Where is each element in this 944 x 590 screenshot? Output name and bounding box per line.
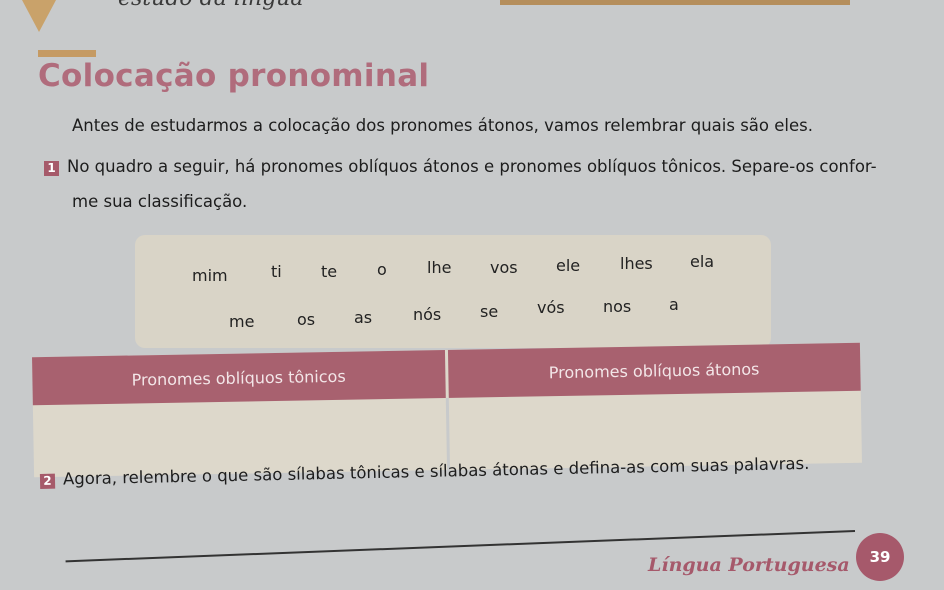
exercise-number: 1 <box>44 161 59 176</box>
subject-name: Língua Portuguesa <box>648 554 850 576</box>
exercise-text-cont: me sua classificação. <box>72 192 248 211</box>
word: o <box>377 260 387 279</box>
exercise-1: 1 No quadro a seguir, há pronomes oblíquo… <box>44 157 877 176</box>
word: as <box>354 308 373 327</box>
word: lhe <box>427 258 452 277</box>
word: te <box>321 262 338 281</box>
exercise-number: 2 <box>39 473 56 489</box>
word: ele <box>556 256 581 275</box>
header-rule <box>500 0 850 5</box>
word: os <box>297 310 316 329</box>
page-number: 39 <box>856 533 904 581</box>
page-title: Colocação pronominal <box>38 58 430 94</box>
header-tonicos: Pronomes oblíquos tônicos <box>131 366 346 389</box>
word: se <box>480 302 499 321</box>
word-box <box>135 235 771 348</box>
word: ti <box>271 262 282 281</box>
word: nós <box>413 305 442 324</box>
word: a <box>669 295 679 314</box>
word: vos <box>490 258 518 277</box>
header-atonos: Pronomes oblíquos átonos <box>444 342 861 399</box>
word: ela <box>690 252 715 271</box>
word: nos <box>603 297 632 316</box>
word: me <box>229 312 255 331</box>
word: lhes <box>620 254 653 273</box>
pencil-icon <box>22 0 56 32</box>
exercise-text: No quadro a seguir, há pronomes oblíquos… <box>67 157 877 176</box>
intro-text: Antes de estudarmos a colocação dos pron… <box>72 116 813 135</box>
title-accent <box>38 50 96 57</box>
word: vós <box>537 298 565 317</box>
section-label: estudo da língua <box>118 0 303 11</box>
word: mim <box>192 266 228 285</box>
